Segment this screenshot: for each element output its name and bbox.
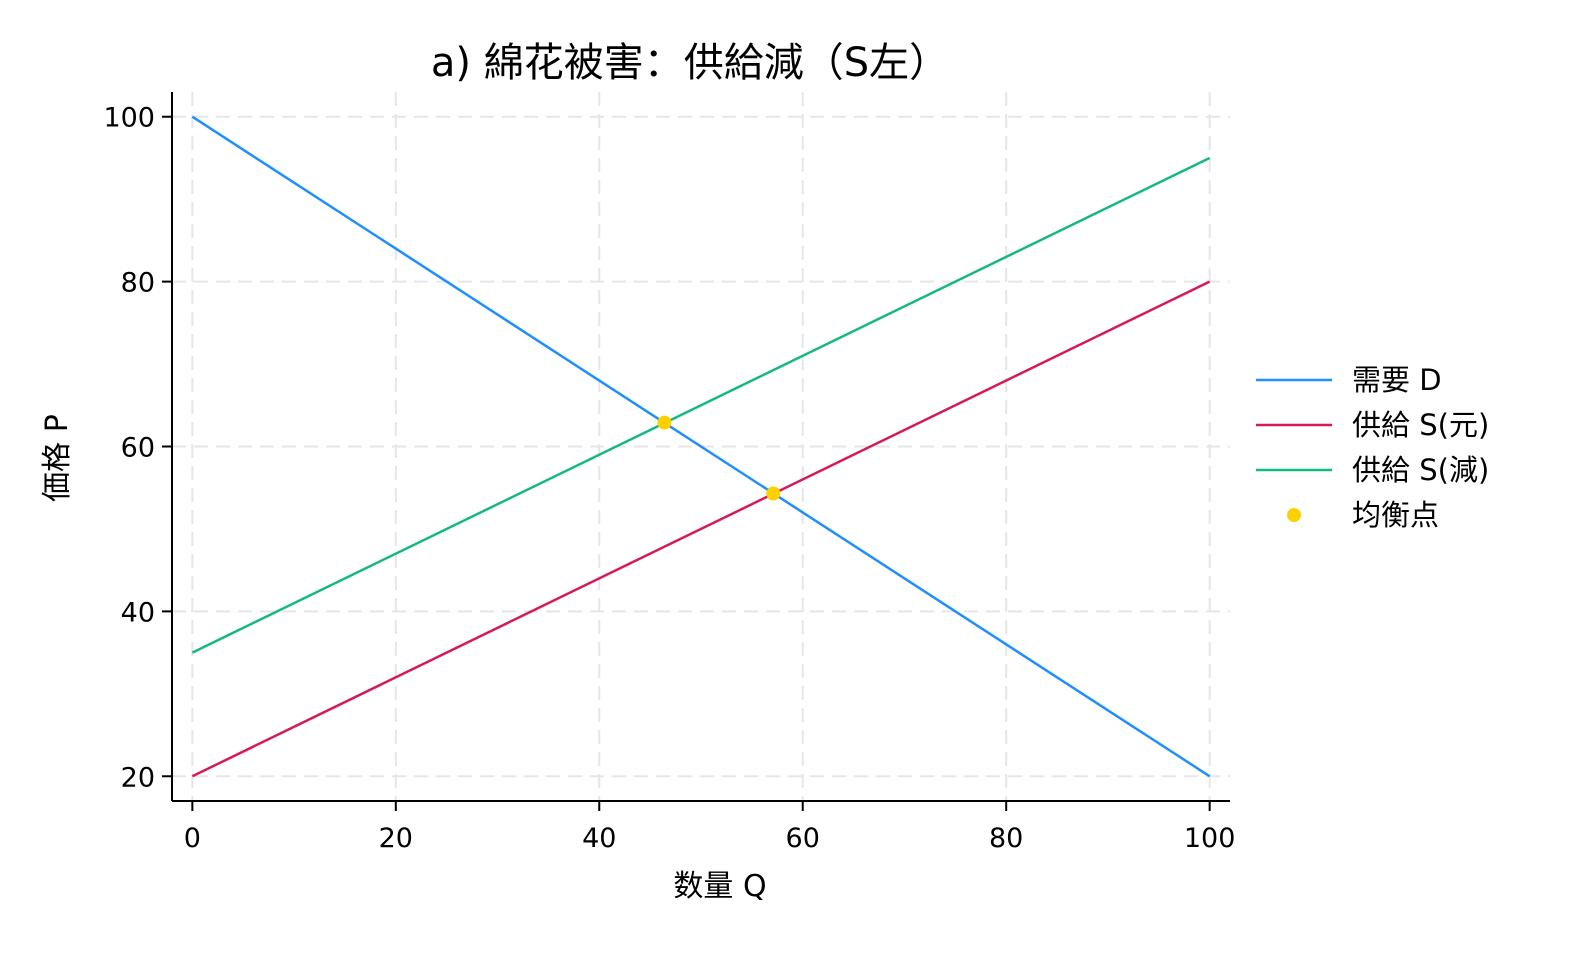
- legend-swatch-point: [1287, 508, 1301, 522]
- x-tick-label: 80: [989, 823, 1023, 854]
- chart-title: a) 綿花被害：供給減（S左）: [431, 40, 949, 86]
- legend-label: 供給 S(元): [1352, 408, 1489, 442]
- series-line: [191, 280, 1211, 778]
- x-tick-label: 0: [184, 823, 201, 854]
- tick-labels: 0 20 40 60 80 100 20 40 60 80 100: [103, 103, 1235, 854]
- x-tick-label: 60: [786, 823, 820, 854]
- equilibrium-points: [657, 415, 781, 501]
- y-tick-label: 100: [103, 103, 155, 134]
- y-tick-label: 20: [121, 762, 155, 793]
- x-axis-label: 数量 Q: [673, 869, 766, 904]
- x-tick-label: 20: [379, 823, 413, 854]
- y-tick-label: 60: [121, 433, 155, 464]
- equilibrium-point: [657, 415, 672, 430]
- legend: 需要 D 供給 S(元) 供給 S(減) 均衡点: [1256, 363, 1489, 532]
- x-tick-label: 40: [582, 823, 616, 854]
- legend-label: 需要 D: [1352, 363, 1442, 397]
- series-line: [191, 156, 1211, 654]
- y-tick-label: 40: [121, 597, 155, 628]
- legend-label: 供給 S(減): [1352, 453, 1489, 487]
- series-lines: [191, 115, 1211, 778]
- equilibrium-point: [766, 486, 781, 501]
- y-axis-label: 価格 P: [40, 414, 75, 502]
- series-line: [191, 115, 1211, 778]
- legend-label: 均衡点: [1352, 498, 1439, 532]
- y-tick-label: 80: [121, 268, 155, 299]
- x-tick-label: 100: [1184, 823, 1236, 854]
- axes: [162, 92, 1230, 811]
- grid: [172, 92, 1230, 801]
